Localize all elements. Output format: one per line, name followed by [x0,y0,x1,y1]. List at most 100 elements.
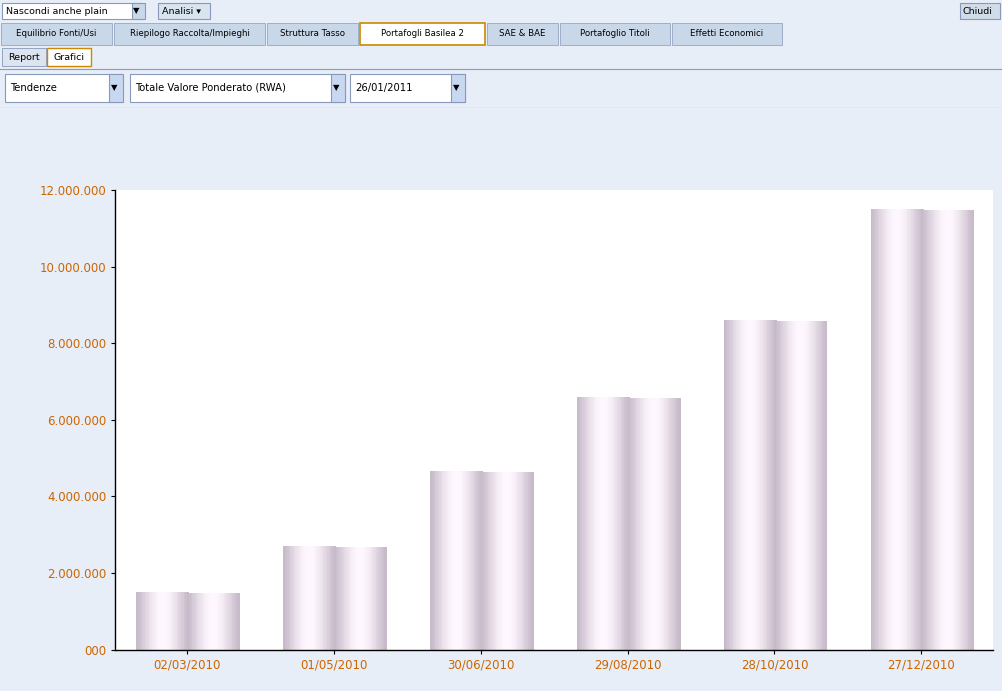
Bar [369,547,371,650]
Bar [884,209,886,650]
Bar [943,210,946,650]
Bar [667,397,669,650]
Bar [907,209,909,650]
Bar [723,320,725,650]
Bar [310,546,312,650]
Bar [872,209,874,650]
Bar [767,320,770,650]
Bar [381,547,383,650]
Bar [760,320,763,650]
Bar [297,546,300,650]
Bar [931,210,933,650]
Bar [599,397,601,650]
Bar [597,397,600,650]
Bar [792,321,794,650]
Bar [639,397,641,650]
Bar [606,397,608,650]
Bar [656,397,659,650]
Bar [905,209,907,650]
Bar [166,592,168,650]
Bar [576,397,579,650]
Bar [442,471,444,650]
Bar [316,546,319,650]
Bar [961,210,963,650]
Bar [482,472,484,650]
Bar [615,397,617,650]
Bar [468,471,470,650]
Bar [444,471,446,650]
Bar [358,547,361,650]
Bar [327,546,329,650]
Bar [948,210,951,650]
Bar [283,546,286,650]
Bar [221,593,224,650]
Bar [164,592,166,650]
Bar [508,472,511,650]
Bar [898,209,900,650]
Bar [742,320,744,650]
Bar [344,547,347,650]
Bar [186,593,189,650]
Bar [879,209,881,650]
Bar [237,593,239,650]
Bar [658,397,660,650]
Bar [487,472,490,650]
Bar [515,472,517,650]
Bar [886,209,888,650]
Bar [323,546,326,650]
Bar [788,321,790,650]
Bar [737,320,739,650]
Text: Portafogli Basilea 2: Portafogli Basilea 2 [381,30,464,39]
Bar [744,320,746,650]
Bar [753,320,756,650]
Bar [232,593,234,650]
Bar [632,397,634,650]
Bar [510,472,512,650]
Bar [733,320,736,650]
Bar [655,397,657,650]
Bar [609,397,612,650]
Bar [465,471,467,650]
Bar [757,320,759,650]
Bar [800,321,803,650]
Bar [458,471,460,650]
Bar [802,321,804,650]
Bar [877,209,879,650]
Bar [661,397,664,650]
Bar [779,321,782,650]
Bar [433,471,436,650]
FancyBboxPatch shape [114,23,265,45]
Bar [505,472,507,650]
Bar [611,397,613,650]
FancyBboxPatch shape [132,3,145,19]
Bar [893,209,895,650]
Bar [454,471,457,650]
Bar [594,397,596,650]
Bar [818,321,820,650]
Bar [726,320,729,650]
Bar [627,397,629,650]
Bar [917,209,919,650]
Bar [950,210,952,650]
Bar [353,547,355,650]
Bar [774,320,777,650]
Bar [896,209,899,650]
Bar [735,320,737,650]
Bar [315,546,317,650]
Bar [220,593,222,650]
Bar [209,593,211,650]
Bar [506,472,509,650]
Bar [583,397,586,650]
Bar [339,547,341,650]
Bar [823,321,825,650]
Bar [581,397,584,650]
Bar [790,321,792,650]
Bar [480,472,483,650]
Bar [446,471,448,650]
Bar [432,471,434,650]
Bar [145,592,147,650]
Bar [747,320,749,650]
Text: SAE & BAE: SAE & BAE [499,30,545,39]
Bar [821,321,823,650]
Bar [771,320,773,650]
